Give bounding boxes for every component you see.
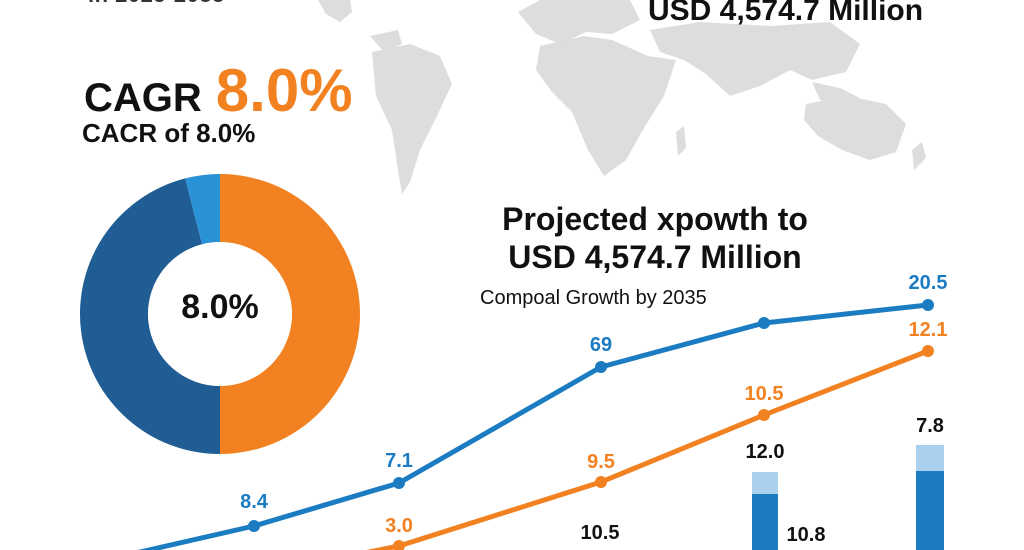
series-0-point-3 xyxy=(595,361,607,373)
series-0-point-5 xyxy=(922,299,934,311)
series-1-point-3 xyxy=(595,476,607,488)
map-madagascar xyxy=(676,126,686,156)
donut-chart xyxy=(79,174,360,454)
bar-1 xyxy=(916,471,944,550)
donut-center-label: 8.0% xyxy=(181,288,259,326)
bar-0 xyxy=(752,494,778,550)
cagr-row: CAGR 8.0% xyxy=(84,56,353,125)
donut-slice-0 xyxy=(220,174,360,454)
cagr-subtitle: CACR of 8.0% xyxy=(82,118,256,148)
projection-title-line2: USD 4,574.7 Million xyxy=(508,239,802,276)
series-1-label-3: 9.5 xyxy=(587,451,615,473)
map-europe xyxy=(518,0,640,44)
series-1-label-2: 3.0 xyxy=(385,515,413,537)
bar-1-label: 7.8 xyxy=(916,415,944,437)
series-1-label-4: 10.5 xyxy=(745,383,784,405)
bar-0-label: 12.0 xyxy=(746,441,785,463)
bar-chart: 12.0 7.8 10.5 10.8 xyxy=(581,415,944,550)
projection-title: Projected xpowth to USD 4,574.7 Million xyxy=(470,200,840,277)
projection-subtitle: Compoal Growth by 2035 xyxy=(480,287,707,309)
series-0-label-2: 7.1 xyxy=(385,450,413,472)
series-0-label-3: 69 xyxy=(590,334,612,356)
map-africa xyxy=(536,36,676,176)
map-new-zealand xyxy=(912,142,926,170)
series-0-label-1: 8.4 xyxy=(240,491,269,513)
series-0-label-5: 20.5 xyxy=(909,272,948,294)
series-1-point-5 xyxy=(922,345,934,357)
bar-1-cap xyxy=(916,445,944,471)
line-chart: 8.4 7.1 69 20.5 3.0 9.5 10.5 12.1 xyxy=(138,272,948,550)
series-0-line xyxy=(138,302,931,550)
donut-slice-1 xyxy=(79,178,220,454)
series-1-line xyxy=(366,348,931,550)
top-headline: USD 4,574.7 Million xyxy=(648,0,924,27)
donut-slice-2 xyxy=(185,174,220,245)
series-0-point-1 xyxy=(248,520,260,532)
map-australia xyxy=(804,96,906,160)
donut-hole xyxy=(148,242,292,386)
series-1-point-4 xyxy=(758,409,770,421)
series-0-point-2 xyxy=(393,477,405,489)
map-asia xyxy=(650,22,860,96)
map-north-america-fragment xyxy=(318,0,352,22)
world-map-shapes xyxy=(318,0,926,194)
projection-title-line1: Projected xpowth to xyxy=(502,201,808,237)
series-1-label-5: 12.1 xyxy=(909,319,948,341)
map-south-america xyxy=(372,44,452,194)
map-caribbean-fragment xyxy=(370,30,402,52)
top-cut-text: in 2025-2035 xyxy=(88,0,225,8)
floating-value-label-0: 10.5 xyxy=(581,522,620,544)
floating-value-label-1: 10.8 xyxy=(787,524,826,546)
series-0-point-4 xyxy=(758,317,770,329)
series-1-point-2 xyxy=(393,540,405,550)
bar-0-cap xyxy=(752,472,778,494)
cagr-label: CAGR xyxy=(84,76,202,120)
cagr-value: 8.0% xyxy=(215,57,353,124)
